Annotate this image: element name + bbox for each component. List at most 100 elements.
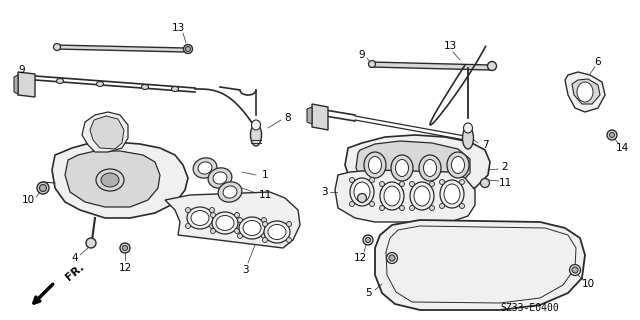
Ellipse shape [40,185,47,191]
Text: 3: 3 [242,265,248,275]
Text: 7: 7 [482,140,488,150]
Ellipse shape [460,180,465,185]
Ellipse shape [354,182,370,202]
Ellipse shape [414,186,430,206]
Ellipse shape [96,169,124,191]
Ellipse shape [172,86,179,92]
Polygon shape [65,151,160,207]
Polygon shape [356,141,470,196]
Text: 8: 8 [285,113,291,123]
Ellipse shape [186,223,191,228]
Ellipse shape [447,152,469,178]
Text: 10: 10 [581,279,595,289]
Ellipse shape [239,217,265,239]
Text: 13: 13 [444,41,456,51]
Ellipse shape [349,178,355,182]
Ellipse shape [369,156,381,173]
Ellipse shape [193,158,217,178]
Ellipse shape [268,225,286,239]
Ellipse shape [380,182,404,210]
Ellipse shape [572,267,578,273]
Ellipse shape [463,127,474,149]
Ellipse shape [349,202,355,206]
Polygon shape [565,72,605,112]
Ellipse shape [419,155,441,181]
Text: 11: 11 [499,178,511,188]
Polygon shape [375,220,585,310]
Polygon shape [165,192,300,248]
Polygon shape [370,62,490,70]
Ellipse shape [287,237,291,243]
Ellipse shape [186,46,191,52]
Ellipse shape [365,237,371,243]
Ellipse shape [440,180,445,185]
Polygon shape [90,116,124,149]
Ellipse shape [262,221,268,227]
Polygon shape [307,107,312,124]
Ellipse shape [211,212,216,218]
Ellipse shape [237,218,243,222]
Polygon shape [335,170,475,222]
Ellipse shape [216,215,234,230]
Ellipse shape [410,205,415,211]
Ellipse shape [184,44,193,53]
Ellipse shape [243,220,261,236]
Polygon shape [52,142,188,218]
Ellipse shape [191,211,209,226]
Ellipse shape [391,155,413,181]
Ellipse shape [410,181,415,187]
Ellipse shape [364,152,386,178]
Text: 9: 9 [358,50,365,60]
Ellipse shape [262,234,266,238]
Ellipse shape [56,78,63,84]
Ellipse shape [186,207,191,212]
Text: 9: 9 [19,65,26,75]
Polygon shape [572,79,600,104]
Ellipse shape [212,212,238,234]
Ellipse shape [208,168,232,188]
Text: 14: 14 [616,143,628,153]
Ellipse shape [481,179,490,188]
Ellipse shape [262,218,266,222]
Ellipse shape [252,120,260,130]
Ellipse shape [369,178,374,182]
Text: 11: 11 [259,190,271,200]
Ellipse shape [369,202,374,206]
Ellipse shape [223,186,237,198]
Ellipse shape [122,245,127,251]
Text: FR.: FR. [64,262,86,283]
Ellipse shape [399,205,404,211]
Ellipse shape [250,124,262,146]
Polygon shape [82,112,128,152]
Ellipse shape [577,82,593,102]
Ellipse shape [358,194,367,203]
Ellipse shape [609,132,614,138]
Ellipse shape [37,182,49,194]
Ellipse shape [410,182,434,210]
Text: SZ33-E0400: SZ33-E0400 [500,303,559,313]
Text: 10: 10 [21,195,35,205]
Ellipse shape [237,234,243,238]
Ellipse shape [463,123,472,133]
Polygon shape [312,104,328,130]
Ellipse shape [399,181,404,187]
Text: 2: 2 [502,162,508,172]
Ellipse shape [262,237,268,243]
Ellipse shape [451,156,465,173]
Text: 6: 6 [595,57,602,67]
Ellipse shape [287,221,291,227]
Text: 12: 12 [353,253,367,263]
Polygon shape [345,135,490,200]
Ellipse shape [211,228,216,234]
Ellipse shape [54,44,61,51]
Ellipse shape [86,238,96,248]
Ellipse shape [380,205,385,211]
Text: 3: 3 [321,187,327,197]
Ellipse shape [97,82,104,86]
Ellipse shape [234,212,239,218]
Ellipse shape [363,235,373,245]
Ellipse shape [120,243,130,253]
Ellipse shape [141,84,148,90]
Polygon shape [18,72,35,97]
Ellipse shape [234,228,239,234]
